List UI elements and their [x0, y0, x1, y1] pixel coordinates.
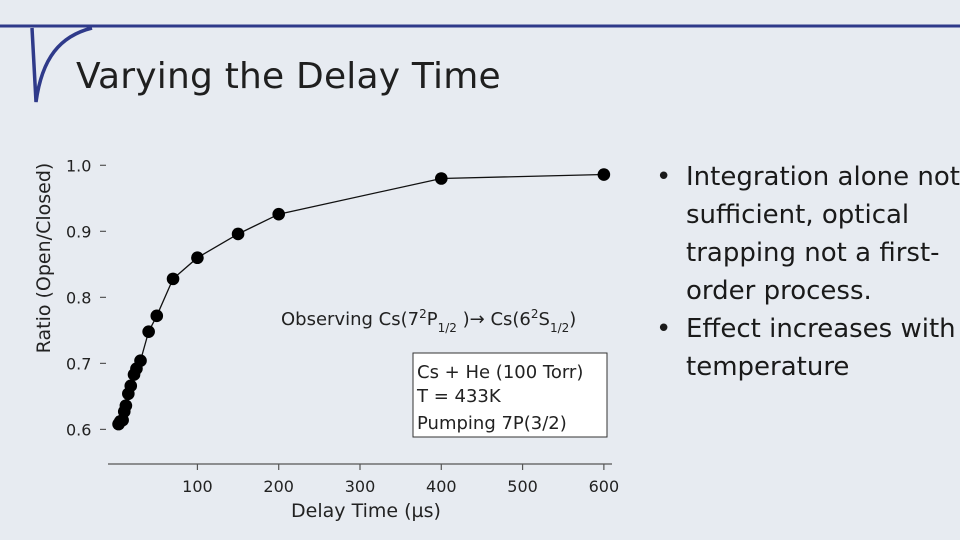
y-axis-label: Ratio (Open/Closed)	[33, 163, 55, 354]
ann-arrow: )→ Cs(6	[457, 309, 531, 330]
data-point	[191, 251, 204, 265]
data-point	[150, 309, 164, 323]
observing-annotation: Observing Cs(72P1/2 )→ Cs(62S1/2)	[281, 307, 576, 335]
y-tick-label: 0.9	[66, 222, 91, 241]
data-point	[434, 172, 448, 185]
bullet-dot: •	[656, 162, 672, 192]
data-point	[272, 207, 286, 221]
x-axis-label: Delay Time (µs)	[291, 500, 441, 522]
legend-line-3: Pumping 7P(3/2)	[417, 413, 567, 434]
legend-line-2: T = 433K	[416, 386, 502, 407]
x-tick-label: 100	[182, 477, 213, 496]
delay-time-chart: 0.6 0.7 0.8 0.9 1.0 100 200 300 400 500 600 Ratio…	[33, 156, 620, 522]
legend-frame	[412, 352, 608, 438]
data-point	[124, 379, 138, 393]
data-point	[134, 354, 147, 368]
y-tick-label: 0.6	[66, 420, 91, 439]
x-tick-label: 200	[263, 477, 294, 496]
x-tick-label: 600	[589, 477, 620, 496]
x-axis: 100 200 300 400 500 600	[108, 463, 620, 496]
ann-s: S	[539, 309, 550, 330]
y-tick-label: 1.0	[66, 156, 91, 175]
legend-box: Cs + He (100 Torr) T = 433K Pumping 7P(3…	[412, 352, 608, 438]
bullet-text-1: Integration alone not sufficient, optica…	[686, 162, 960, 306]
ann-prefix: Observing Cs(7	[281, 309, 419, 330]
ann-sub1: 1/2	[438, 321, 457, 335]
y-axis: 0.6 0.7 0.8 0.9 1.0	[66, 156, 106, 439]
data-point	[597, 168, 611, 181]
data-point	[142, 325, 155, 338]
data-point	[231, 227, 245, 241]
slide-title: Varying the Delay Time	[76, 56, 501, 97]
data-point	[166, 272, 180, 286]
x-tick-label: 500	[507, 477, 538, 496]
legend-line-1: Cs + He (100 Torr)	[417, 362, 583, 383]
bullet-text-2: Effect increases with temperature	[686, 314, 956, 382]
ann-sub2: 1/2	[550, 321, 569, 335]
y-tick-label: 0.7	[66, 354, 91, 373]
slide-decoration	[0, 24, 960, 103]
data-point	[119, 399, 133, 412]
ann-p: P	[427, 309, 438, 330]
bullet-item-2: • Effect increases with temperature	[648, 310, 960, 386]
bullet-list: • Integration alone not sufficient, opti…	[648, 158, 960, 386]
header-swoosh	[30, 26, 93, 103]
x-tick-label: 300	[345, 477, 376, 496]
data-points	[112, 168, 611, 431]
ann-sup1: 2	[419, 307, 427, 321]
bullet-dot: •	[656, 314, 672, 344]
y-tick-label: 0.8	[66, 288, 91, 307]
x-tick-label: 400	[426, 477, 457, 496]
ann-close: )	[569, 309, 576, 330]
ann-sup2: 2	[531, 307, 539, 321]
bullet-item-1: • Integration alone not sufficient, opti…	[648, 158, 960, 310]
